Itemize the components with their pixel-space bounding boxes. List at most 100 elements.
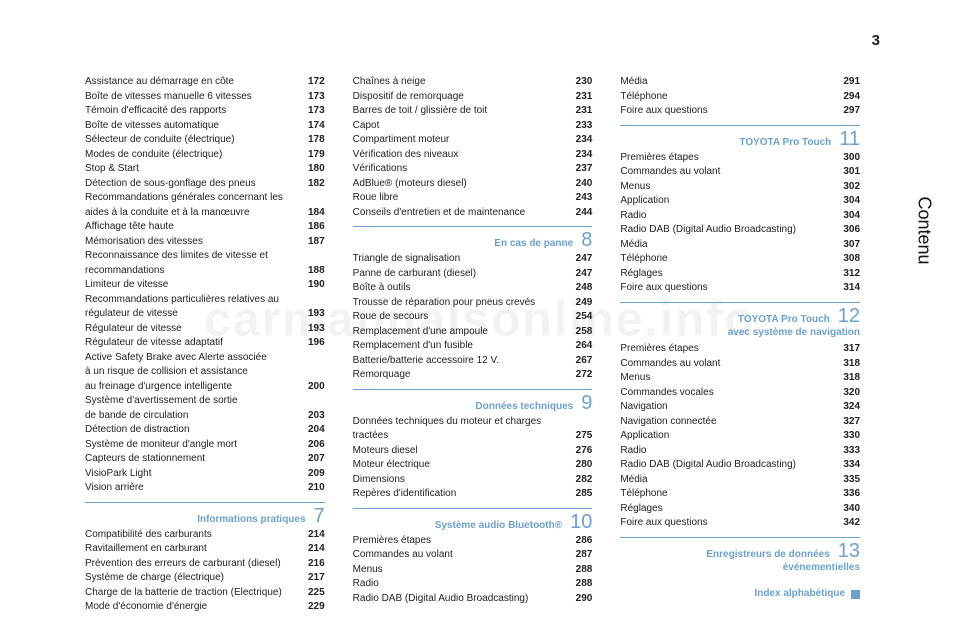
section-number: 9 bbox=[581, 393, 592, 413]
toc-line: Conseils d'entretien et de maintenance24… bbox=[353, 206, 593, 221]
toc-label: Batterie/batterie accessoire 12 V. bbox=[353, 354, 563, 369]
toc-line: Radio DAB (Digital Audio Broadcasting)29… bbox=[353, 592, 593, 607]
toc-page: 180 bbox=[295, 162, 325, 177]
toc-line: Commandes vocales320 bbox=[620, 386, 860, 401]
toc-label: Menus bbox=[620, 371, 830, 386]
toc-page: 182 bbox=[295, 177, 325, 192]
section-number: 13 bbox=[838, 541, 860, 561]
toc-page: 188 bbox=[295, 264, 325, 279]
toc-line: Commandes au volant301 bbox=[620, 165, 860, 180]
toc-page: 203 bbox=[295, 409, 325, 424]
toc-label: Navigation bbox=[620, 400, 830, 415]
toc-page: 264 bbox=[562, 339, 592, 354]
toc-line: Roue libre243 bbox=[353, 191, 593, 206]
toc-label: recommandations bbox=[85, 264, 295, 279]
toc-line: Boîte de vitesses automatique174 bbox=[85, 119, 325, 134]
toc-label: Ravitaillement en carburant bbox=[85, 542, 295, 557]
section-subtitle: événementielles bbox=[620, 561, 860, 576]
toc-label: Média bbox=[620, 75, 830, 90]
toc-line: Active Safety Brake avec Alerte associée bbox=[85, 351, 325, 366]
toc-label: Compatibilité des carburants bbox=[85, 528, 295, 543]
toc-page: 206 bbox=[295, 438, 325, 453]
toc-label: Panne de carburant (diesel) bbox=[353, 267, 563, 282]
toc-page: 229 bbox=[295, 600, 325, 615]
toc-label: Remplacement d'un fusible bbox=[353, 339, 563, 354]
toc-label: Réglages bbox=[620, 267, 830, 282]
toc-label: Système de moniteur d'angle mort bbox=[85, 438, 295, 453]
toc-label: Radio DAB (Digital Audio Broadcasting) bbox=[620, 458, 830, 473]
side-tab: Contenu bbox=[900, 145, 948, 315]
toc-line: Dispositif de remorquage231 bbox=[353, 90, 593, 105]
toc-line: Radio288 bbox=[353, 577, 593, 592]
toc-line: Remplacement d'une ampoule258 bbox=[353, 325, 593, 340]
toc-page: 324 bbox=[830, 400, 860, 415]
index-line: Index alphabétique bbox=[620, 587, 860, 602]
toc-page: 225 bbox=[295, 586, 325, 601]
toc-page: 217 bbox=[295, 571, 325, 586]
toc-page: 244 bbox=[562, 206, 592, 221]
section-number: 7 bbox=[314, 506, 325, 526]
toc-label: Téléphone bbox=[620, 90, 830, 105]
toc-line: Régulateur de vitesse193 bbox=[85, 322, 325, 337]
toc-page: 247 bbox=[562, 252, 592, 267]
toc-page: 335 bbox=[830, 473, 860, 488]
toc-line: Vérification des niveaux234 bbox=[353, 148, 593, 163]
section-header: Informations pratiques7 bbox=[85, 502, 325, 526]
toc-label: Premières étapes bbox=[353, 534, 563, 549]
toc-page: 190 bbox=[295, 278, 325, 293]
toc-label: Foire aux questions bbox=[620, 281, 830, 296]
toc-line: Détection de sous-gonflage des pneus182 bbox=[85, 177, 325, 192]
toc-label: Navigation connectée bbox=[620, 415, 830, 430]
toc-label: Système de charge (électrique) bbox=[85, 571, 295, 586]
toc-label: Média bbox=[620, 238, 830, 253]
toc-label: Limiteur de vitesse bbox=[85, 278, 295, 293]
toc-label: Modes de conduite (électrique) bbox=[85, 148, 295, 163]
toc-line: Sélecteur de conduite (électrique)178 bbox=[85, 133, 325, 148]
toc-label: Capot bbox=[353, 119, 563, 134]
toc-line: Navigation connectée327 bbox=[620, 415, 860, 430]
toc-page: 282 bbox=[562, 473, 592, 488]
toc-line: Application304 bbox=[620, 194, 860, 209]
toc-page: 173 bbox=[295, 90, 325, 105]
toc-line: Données techniques du moteur et charges bbox=[353, 415, 593, 430]
toc-label: Foire aux questions bbox=[620, 104, 830, 119]
toc-label: Premières étapes bbox=[620, 342, 830, 357]
section-subtitle: avec système de navigation bbox=[620, 326, 860, 341]
toc-label: Moteurs diesel bbox=[353, 444, 563, 459]
toc-page: 247 bbox=[562, 267, 592, 282]
toc-page: 174 bbox=[295, 119, 325, 134]
toc-line: Média307 bbox=[620, 238, 860, 253]
toc-label: Radio bbox=[620, 444, 830, 459]
toc-label: Roue libre bbox=[353, 191, 563, 206]
toc-label: Assistance au démarrage en côte bbox=[85, 75, 295, 90]
toc-label: régulateur de vitesse bbox=[85, 307, 295, 322]
toc-line: Premières étapes286 bbox=[353, 534, 593, 549]
toc-label: Radio bbox=[620, 209, 830, 224]
toc-label: tractées bbox=[353, 429, 563, 444]
toc-page: 234 bbox=[562, 148, 592, 163]
toc-label: Commandes au volant bbox=[620, 357, 830, 372]
toc-line: Assistance au démarrage en côte172 bbox=[85, 75, 325, 90]
section-header: En cas de panne8 bbox=[353, 226, 593, 250]
toc-page: 333 bbox=[830, 444, 860, 459]
toc-line: Dimensions282 bbox=[353, 473, 593, 488]
toc-line: Foire aux questions314 bbox=[620, 281, 860, 296]
toc-page: 288 bbox=[562, 563, 592, 578]
toc-label: Recommandations particulières relatives … bbox=[85, 293, 295, 308]
section-header: Données techniques9 bbox=[353, 389, 593, 413]
toc-line: Remplacement d'un fusible264 bbox=[353, 339, 593, 354]
toc-line: Réglages340 bbox=[620, 502, 860, 517]
toc-line: Moteurs diesel276 bbox=[353, 444, 593, 459]
toc-line: Recommandations générales concernant les bbox=[85, 191, 325, 206]
toc-content: Assistance au démarrage en côte172Boîte … bbox=[85, 75, 860, 610]
toc-line: Boîte de vitesses manuelle 6 vitesses173 bbox=[85, 90, 325, 105]
toc-page: 318 bbox=[830, 371, 860, 386]
section-number: 8 bbox=[581, 230, 592, 250]
toc-page: 179 bbox=[295, 148, 325, 163]
toc-page: 304 bbox=[830, 209, 860, 224]
toc-page: 214 bbox=[295, 542, 325, 557]
toc-page: 173 bbox=[295, 104, 325, 119]
toc-page: 254 bbox=[562, 310, 592, 325]
toc-line: Foire aux questions297 bbox=[620, 104, 860, 119]
toc-line: Compartiment moteur234 bbox=[353, 133, 593, 148]
